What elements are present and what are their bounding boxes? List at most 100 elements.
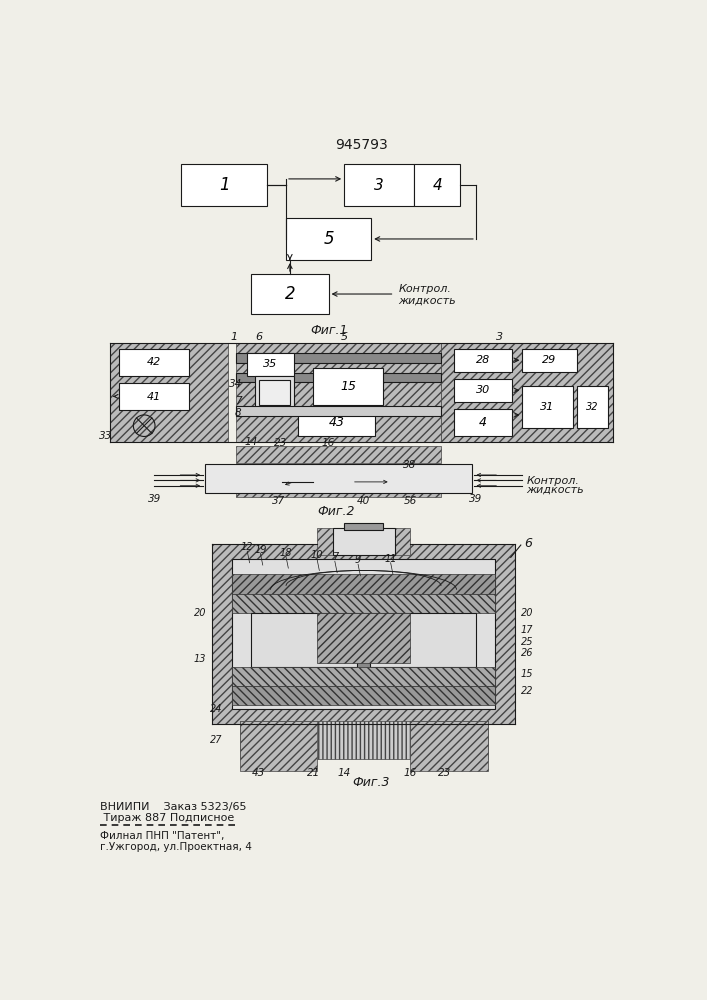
Bar [240, 721, 488, 759]
Text: 38: 38 [404, 460, 416, 470]
Text: Тираж 887 Подписное: Тираж 887 Подписное [100, 813, 234, 823]
Text: Филнал ПНП "Патент",: Филнал ПНП "Патент", [100, 831, 224, 841]
Text: 14: 14 [337, 768, 351, 778]
Text: 11: 11 [385, 554, 397, 564]
Bar [235, 353, 441, 363]
Bar [259, 380, 290, 405]
Text: 3: 3 [496, 332, 503, 342]
Text: 40: 40 [357, 496, 370, 506]
Bar [182, 164, 267, 206]
Bar [235, 373, 441, 382]
Text: 4: 4 [432, 178, 442, 193]
Bar [441, 343, 613, 442]
Bar [232, 686, 495, 705]
Bar [454, 379, 513, 402]
Bar [332, 617, 395, 659]
Text: 27: 27 [210, 735, 223, 745]
Text: 42: 42 [147, 357, 161, 367]
Text: 18: 18 [280, 548, 292, 558]
Text: ВНИИПИ    Заказ 5323/65: ВНИИПИ Заказ 5323/65 [100, 802, 247, 812]
Bar [247, 353, 293, 376]
Bar [235, 406, 441, 416]
Text: 2: 2 [284, 285, 296, 303]
Bar [454, 349, 513, 372]
Bar [317, 528, 410, 555]
Bar [240, 721, 317, 771]
Text: 7: 7 [235, 396, 241, 406]
Text: 23: 23 [438, 768, 452, 778]
Text: 21: 21 [307, 768, 320, 778]
Text: 26: 26 [521, 648, 533, 658]
Text: 35: 35 [264, 359, 278, 369]
Bar [454, 409, 513, 436]
Text: 945793: 945793 [336, 138, 388, 152]
Bar [212, 544, 515, 724]
Text: 4: 4 [479, 416, 487, 429]
Bar [410, 721, 488, 771]
Text: 14: 14 [245, 437, 258, 447]
Bar [317, 613, 410, 663]
Bar [298, 409, 375, 436]
Text: 6: 6 [255, 332, 262, 342]
Text: 22: 22 [521, 686, 533, 696]
Text: 28: 28 [476, 355, 491, 365]
Text: 5: 5 [323, 230, 334, 248]
Text: 33: 33 [99, 431, 112, 441]
Text: 13: 13 [194, 654, 206, 664]
Text: 16: 16 [322, 438, 335, 448]
Text: жидкость: жидкость [398, 295, 456, 305]
Bar [251, 613, 476, 667]
Text: 29: 29 [542, 355, 556, 365]
Bar [232, 574, 495, 594]
Bar [119, 383, 189, 410]
Text: 20: 20 [194, 608, 206, 618]
Text: 31: 31 [540, 402, 555, 412]
Text: 32: 32 [586, 402, 598, 412]
Text: 39: 39 [148, 494, 161, 504]
Bar [110, 343, 228, 442]
Bar [344, 164, 414, 206]
Text: Контрол.: Контрол. [526, 476, 579, 486]
Bar [255, 376, 293, 409]
Bar [232, 667, 495, 686]
Text: 16: 16 [404, 768, 416, 778]
Text: 41: 41 [147, 392, 161, 402]
Text: 39: 39 [469, 494, 482, 504]
Text: 17: 17 [521, 625, 533, 635]
Text: 20: 20 [521, 608, 533, 618]
Text: 1: 1 [218, 176, 229, 194]
Bar [232, 594, 495, 613]
Bar [235, 491, 441, 497]
Bar [344, 523, 383, 530]
Text: 10: 10 [311, 550, 323, 560]
Bar [522, 386, 573, 428]
Bar [332, 528, 395, 555]
Text: 15: 15 [340, 380, 356, 393]
Bar [357, 617, 370, 682]
Text: 15: 15 [521, 669, 533, 679]
Bar [577, 386, 607, 428]
Bar [235, 343, 441, 442]
Text: 6: 6 [525, 537, 532, 550]
Text: 8: 8 [235, 408, 241, 418]
Text: 12: 12 [241, 542, 254, 552]
Text: 5: 5 [341, 332, 348, 342]
Bar [313, 368, 383, 405]
Text: 25: 25 [521, 637, 533, 647]
Bar [251, 274, 329, 314]
Text: 30: 30 [476, 385, 491, 395]
Text: 23: 23 [274, 438, 287, 448]
Text: 7: 7 [332, 552, 338, 562]
Text: Контрол.: Контрол. [398, 284, 451, 294]
Text: Фиг.3: Фиг.3 [353, 776, 390, 789]
Text: 24: 24 [210, 704, 223, 714]
Text: 34: 34 [229, 379, 243, 389]
Bar [232, 559, 495, 709]
Bar [235, 446, 441, 463]
Text: 56: 56 [404, 496, 416, 506]
Text: 19: 19 [255, 545, 267, 555]
Bar [414, 164, 460, 206]
Text: 43: 43 [328, 416, 344, 429]
Text: Фиг.2: Фиг.2 [317, 505, 355, 518]
Text: 3: 3 [374, 178, 384, 193]
